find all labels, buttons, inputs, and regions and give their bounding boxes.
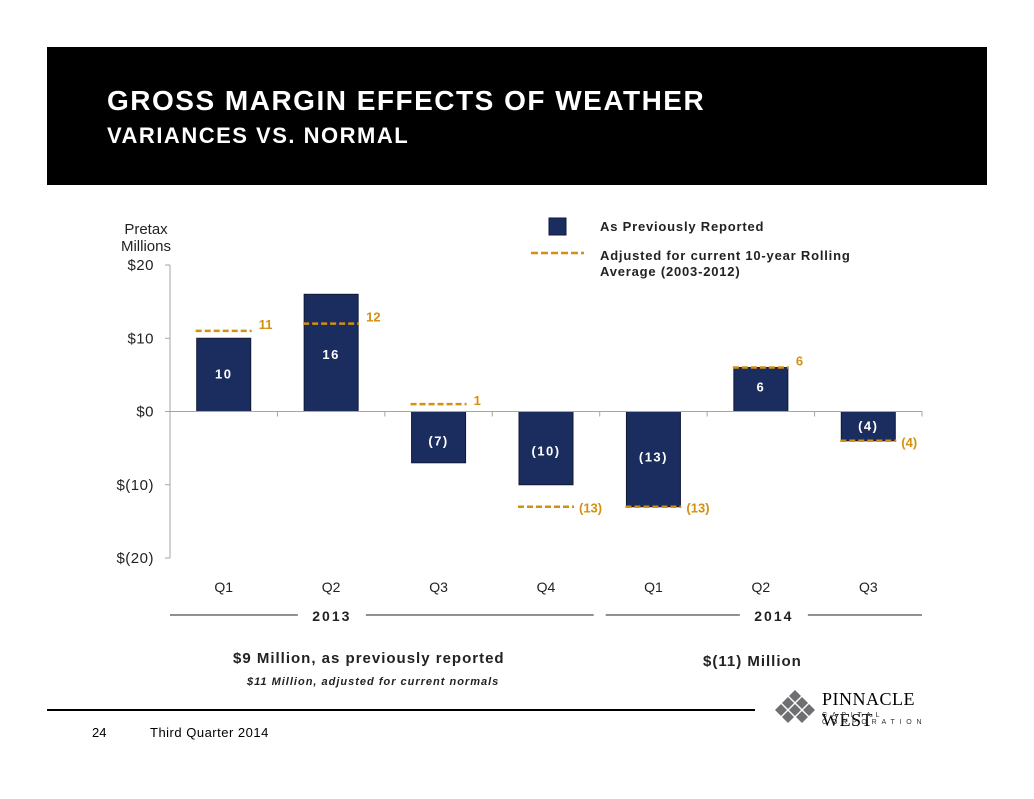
adjusted-value-label: (13) xyxy=(579,501,602,516)
bar-value-label: (13) xyxy=(639,450,668,465)
y-axis-label-line2: Millions xyxy=(121,238,171,255)
bar-value-label: 10 xyxy=(215,367,232,382)
y-tick-label: $0 xyxy=(136,404,154,421)
bar-value-label: (7) xyxy=(428,434,448,449)
adjusted-value-label: 1 xyxy=(474,393,481,408)
bar-reported xyxy=(303,293,359,412)
adjusted-value-label: (13) xyxy=(686,501,709,516)
adjusted-value-label: 6 xyxy=(796,354,803,369)
legend-adjusted-label-line2: Average (2003-2012) xyxy=(600,264,740,279)
group-year-label: 2014 xyxy=(754,608,793,624)
summary-2013-adjusted: $11 Million, adjusted for current normal… xyxy=(247,676,500,688)
logo-subtitle: CAPITAL CORPORATION xyxy=(822,712,927,726)
x-category-label: Q2 xyxy=(752,579,771,595)
x-category-label: Q1 xyxy=(644,579,663,595)
legend-bar-swatch xyxy=(548,217,567,236)
slide-subtitle: VARIANCES VS. NORMAL xyxy=(107,123,410,148)
slide-title: GROSS MARGIN EFFECTS OF WEATHER xyxy=(107,85,706,116)
company-logo: PINNACLE WEST CAPITAL CORPORATION xyxy=(770,688,950,730)
bar-value-label: (10) xyxy=(531,444,560,459)
x-category-label: Q4 xyxy=(537,579,556,595)
group-year-label: 2013 xyxy=(312,608,351,624)
y-axis-label-line1: Pretax xyxy=(124,221,168,238)
adjusted-value-label: 12 xyxy=(366,310,380,325)
weather-variance-chart: PretaxMillions$20$10$0$(10)$(20)1016(7)(… xyxy=(116,217,923,624)
bar-reported xyxy=(411,411,467,464)
x-category-label: Q1 xyxy=(214,579,233,595)
y-tick-label: $(10) xyxy=(116,477,154,494)
title-banner: GROSS MARGIN EFFECTS OF WEATHER VARIANCE… xyxy=(47,47,987,185)
adjusted-value-label: (4) xyxy=(901,435,917,450)
footer-divider xyxy=(47,709,755,711)
adjusted-value-label: 11 xyxy=(259,317,273,332)
y-tick-label: $(20) xyxy=(116,550,154,567)
y-tick-label: $10 xyxy=(127,330,154,347)
bar-value-label: 6 xyxy=(756,380,765,395)
summary-2013: $9 Million, as previously reported xyxy=(233,650,505,667)
legend-adjusted-label-line1: Adjusted for current 10-year Rolling xyxy=(600,248,851,263)
bar-reported xyxy=(196,337,252,412)
bar-value-label: (4) xyxy=(858,419,878,434)
diamond-logo-icon xyxy=(775,690,815,723)
page-number: 24 xyxy=(92,725,107,740)
legend-reported-label: As Previously Reported xyxy=(600,219,764,234)
logo-name: PINNACLE WEST xyxy=(822,689,915,730)
bar-value-label: 16 xyxy=(322,347,339,362)
summary-2014: $(11) Million xyxy=(703,653,802,670)
footer-text: Third Quarter 2014 xyxy=(150,725,269,740)
bar-reported xyxy=(518,411,574,486)
x-category-label: Q3 xyxy=(859,579,878,595)
x-category-label: Q2 xyxy=(322,579,341,595)
x-category-label: Q3 xyxy=(429,579,448,595)
y-tick-label: $20 xyxy=(127,257,154,274)
